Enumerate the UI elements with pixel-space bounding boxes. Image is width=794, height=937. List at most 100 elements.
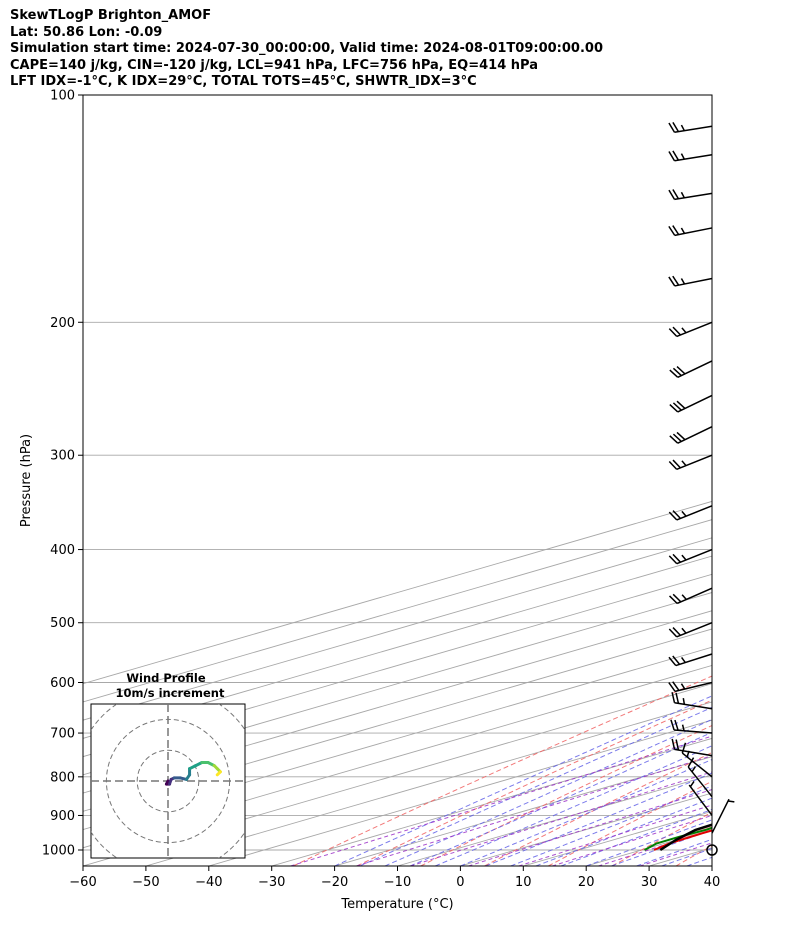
barb-flag [672,275,680,286]
barb-flag [675,692,680,704]
x-tick-label: −40 [195,875,222,890]
barb-half-flag [681,554,687,561]
isotherm [83,555,712,739]
barb-flag [668,461,678,470]
moist-adiabat [485,772,712,866]
wind-barb [711,798,735,834]
barb-flag [669,404,679,413]
isotherm [83,664,712,849]
barb-flag [668,122,676,133]
x-tick-label: 40 [704,875,721,890]
hodograph-ring [136,749,200,813]
barb-flag [671,692,676,703]
barb-flag [672,510,681,519]
wind-barb [668,653,713,667]
hodograph-plot [91,704,245,858]
barb-flag [668,328,678,337]
isotherm [83,646,712,831]
barb-flag [672,150,680,161]
dry-adiabat [611,811,712,866]
wind-barb [668,622,713,638]
barb-half-flag [681,510,687,517]
barb-flag [672,367,682,377]
isotherm [83,610,712,794]
isotherm [208,719,712,866]
mixing-ratio-line [598,829,712,866]
isotherm [145,701,712,866]
barb-shaft [676,548,713,565]
x-axis-label: Temperature (°C) [340,897,453,912]
barb-shaft [676,454,713,471]
barb-flag [668,151,676,162]
chart-title: SkewTLogP Brighton_AMOF [10,8,212,23]
wind-barb [706,844,718,856]
barb-half-flag [681,594,687,600]
barb-flag [668,276,676,287]
barb-shaft [677,426,713,444]
barb-shaft [674,227,713,237]
barb-flag [672,326,681,336]
barb-flag [668,656,677,667]
barb-flag [672,121,680,133]
mixing-ratio-line [518,804,712,866]
barb-flag [676,431,686,441]
dry-adiabat [675,845,712,866]
dry-adiabat [484,752,712,866]
dewpoint-line [644,826,712,851]
barb-flag [668,225,676,236]
barb-shaft [674,192,713,201]
wind-barb [669,360,713,379]
mixing-ratio-line [290,735,712,866]
wind-barb [669,394,713,413]
x-tick-label: −20 [321,875,348,890]
barb-flag [672,553,681,563]
temperature-line [653,829,712,851]
barb-flag [672,655,681,665]
barb-half-flag [680,191,686,199]
axes: −60 −50 −40 −30 −20 −10 0 10 20 30 40 1000 900 800 700… [19,89,720,913]
wind-barb [688,781,713,816]
barb-half-flag [680,278,686,285]
wind-barb [668,275,713,287]
barb-shaft [687,766,713,798]
wind-barb [668,548,713,565]
x-tick-label: −10 [384,875,411,890]
barb-half-flag [681,724,685,731]
barb-flag [676,366,686,375]
wind-barb [669,587,713,605]
y-axis-label: Pressure (hPa) [19,434,34,527]
y-tick-label: 600 [50,676,75,691]
barb-flag [668,555,678,565]
barb-flag [668,628,678,638]
barb-shaft [677,360,713,379]
chart-header: SkewTLogP Brighton_AMOF Lat: 50.86 Lon: … [10,8,780,91]
isotherm [83,683,712,866]
simulation-times: Simulation start time: 2024-07-30_00:00:… [10,41,603,56]
isotherm [271,737,712,866]
moist-adiabat [409,731,712,866]
barb-shaft [676,505,713,521]
moist-adiabat [535,797,712,866]
x-tick-label: −50 [132,875,159,890]
x-tick-label: −30 [258,875,285,890]
barb-flag [687,757,695,768]
moist-adiabat [359,706,712,866]
isotherm [397,774,712,866]
x-tick-label: 10 [515,875,532,890]
mixing-ratio-line [410,771,712,866]
barb-shaft [681,752,713,778]
barb-half-flag [682,697,686,705]
barb-half-flag [680,683,686,690]
barb-shaft [677,394,713,413]
x-tick-label: −60 [69,875,96,890]
station-coordinates: Lat: 50.86 Lon: -0.09 [10,24,163,40]
barb-flag [669,369,679,378]
calm-circle [706,844,718,856]
y-tick-label: 800 [50,770,75,785]
barb-half-flag [691,766,697,773]
dry-adiabat [356,699,712,866]
barb-flag [672,189,680,200]
barb-flag [675,739,680,751]
